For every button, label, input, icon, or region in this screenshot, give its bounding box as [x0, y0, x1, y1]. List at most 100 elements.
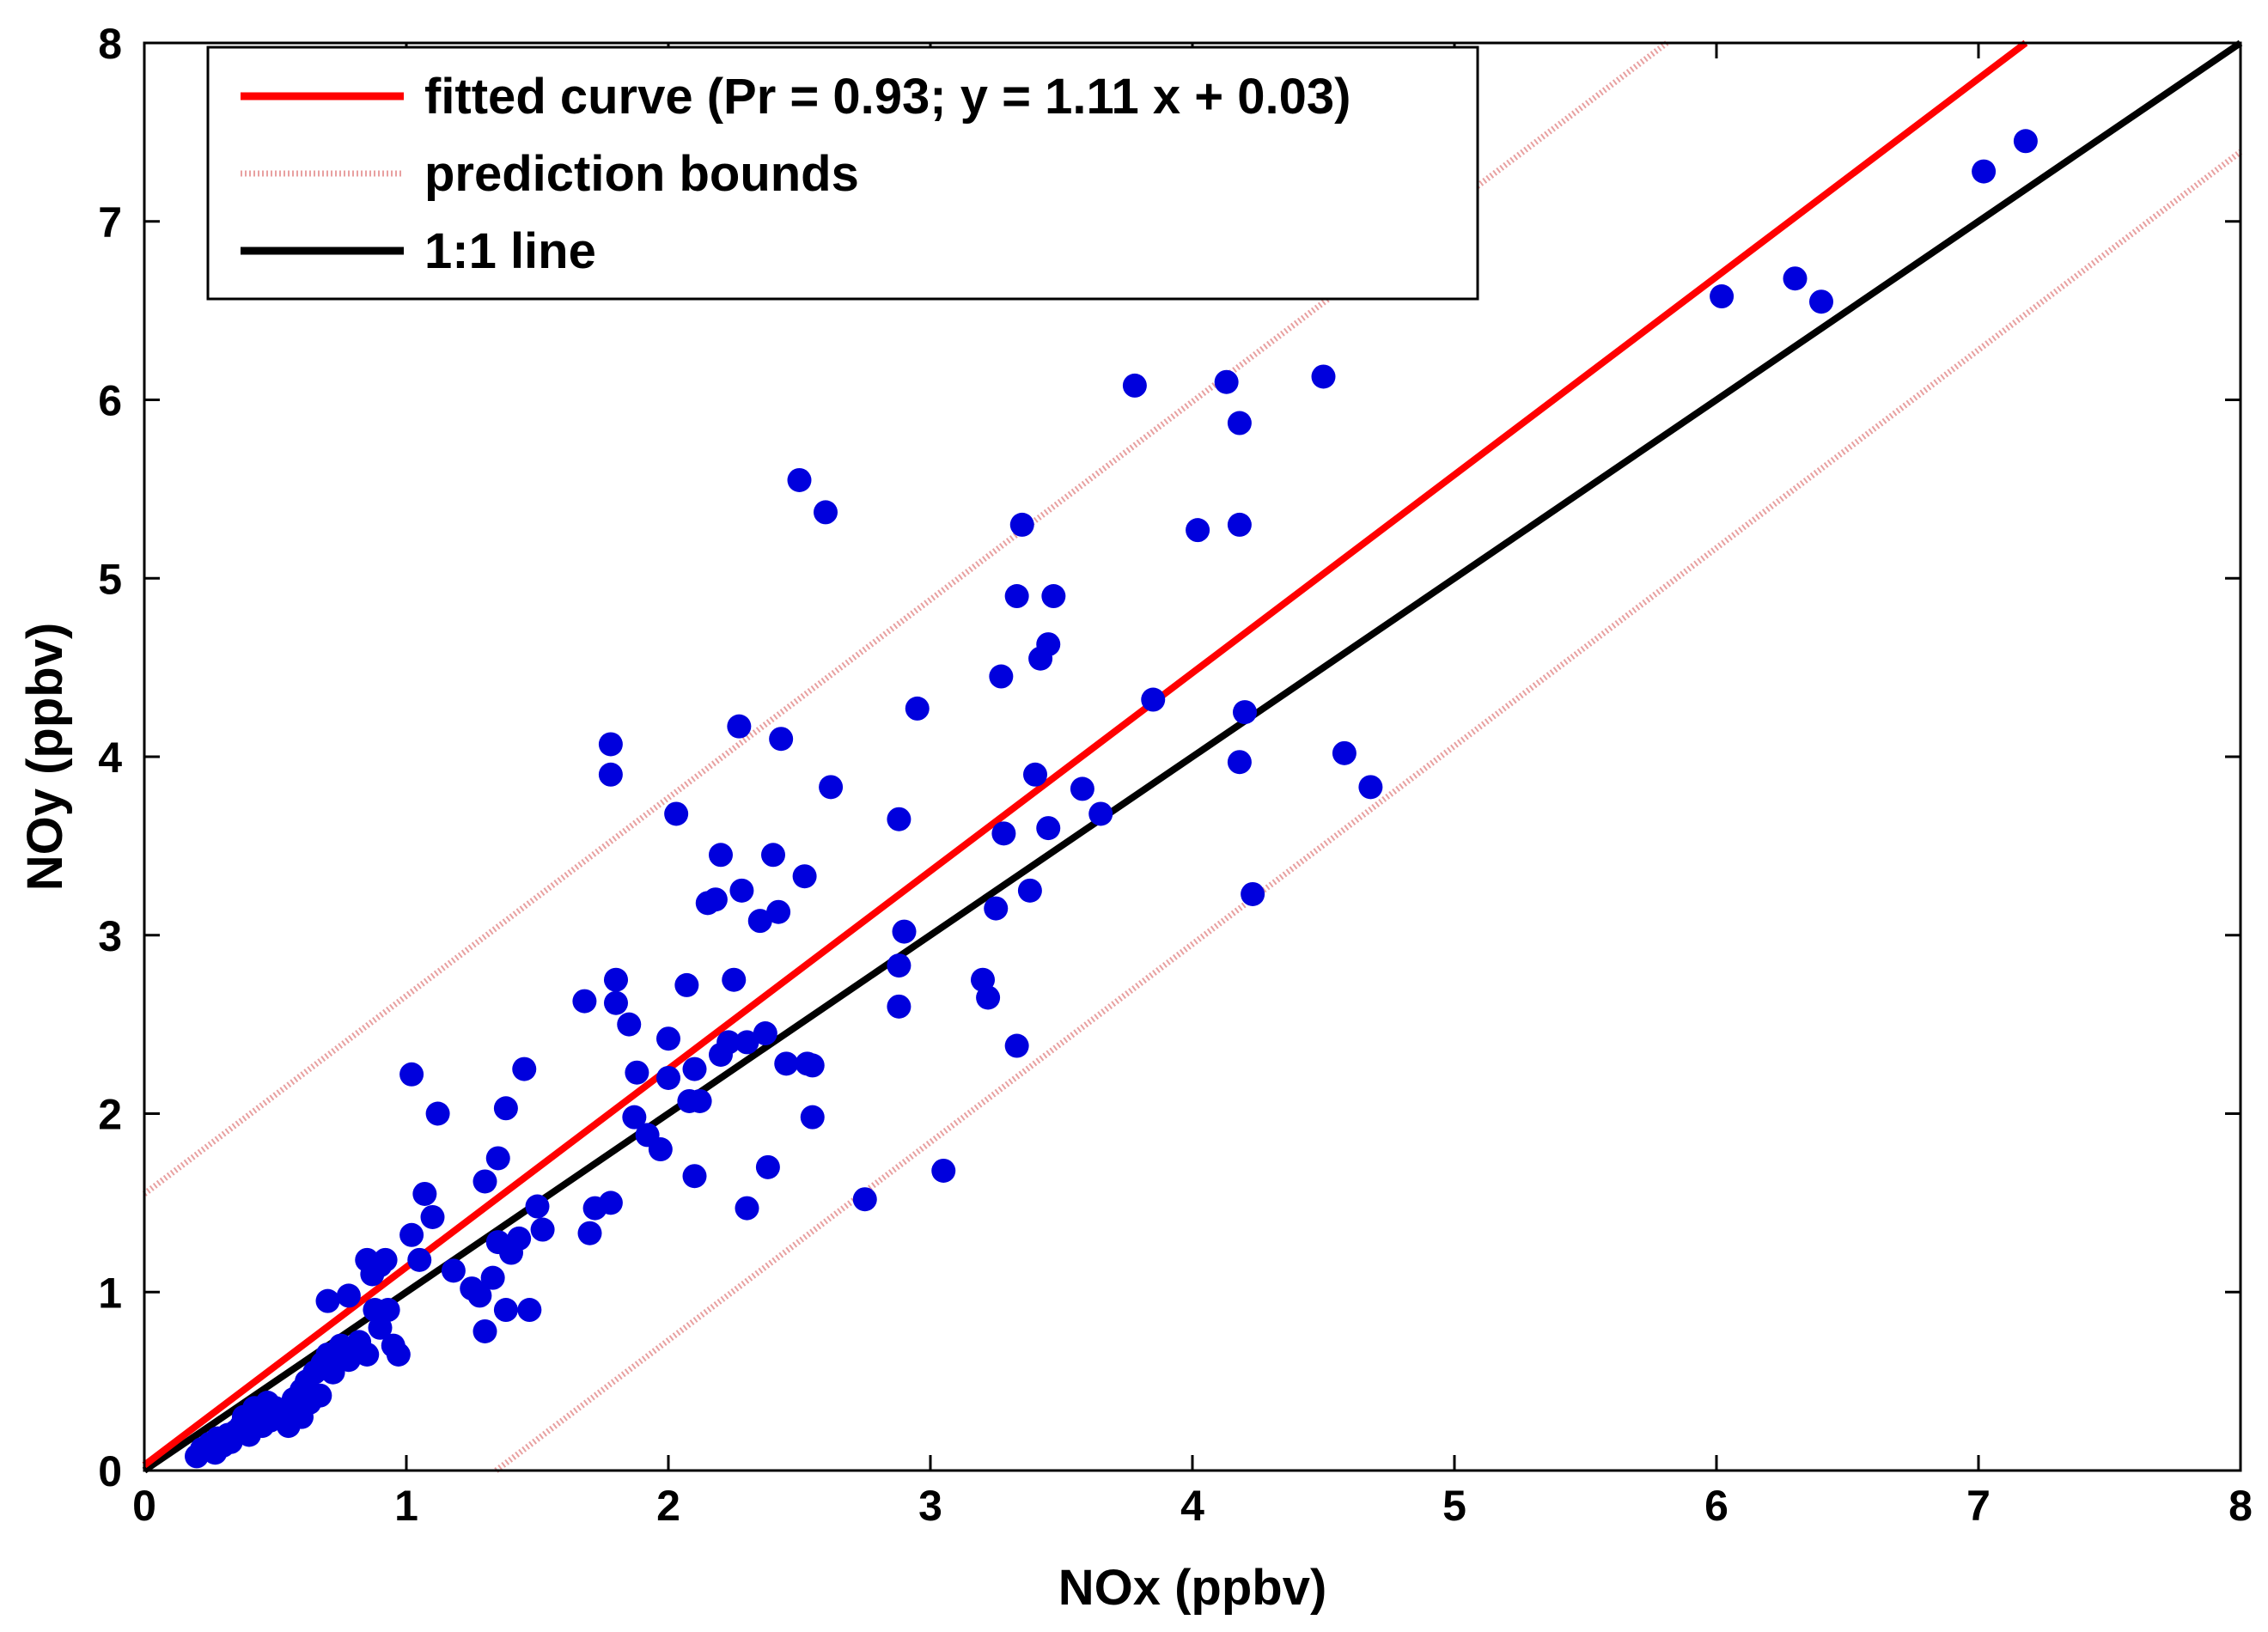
data-points-layer [185, 129, 2038, 1469]
data-point [753, 1021, 777, 1046]
data-point [1214, 369, 1239, 394]
data-point [1004, 584, 1029, 609]
data-point [747, 909, 772, 934]
data-point [472, 1318, 497, 1343]
data-point [625, 1060, 649, 1085]
data-point [656, 1065, 680, 1090]
data-point [819, 775, 844, 800]
data-point [373, 1247, 398, 1272]
data-point [682, 1057, 707, 1081]
data-point [727, 714, 752, 739]
x-axis-title: NOx (ppbv) [1058, 1560, 1327, 1616]
data-point [682, 1164, 707, 1189]
data-point [664, 801, 689, 826]
data-point [1332, 740, 1357, 765]
data-point [598, 762, 623, 787]
data-point [507, 1226, 532, 1251]
data-point [1009, 512, 1034, 537]
data-point [1227, 411, 1252, 435]
data-point [887, 807, 911, 831]
data-point [1141, 687, 1166, 712]
data-point [1004, 1033, 1029, 1058]
data-point [656, 1026, 680, 1051]
data-point [1017, 878, 1042, 903]
data-point [1186, 518, 1210, 543]
data-point [984, 896, 1009, 921]
data-point [755, 1154, 780, 1179]
data-point [887, 953, 911, 978]
data-point [887, 994, 911, 1019]
data-point [572, 989, 597, 1014]
data-point [991, 821, 1016, 846]
data-point [530, 1217, 555, 1242]
data-point [722, 967, 747, 992]
data-point [2013, 129, 2038, 154]
data-point [729, 878, 754, 903]
data-point [989, 664, 1014, 689]
data-point [931, 1158, 956, 1183]
data-point [800, 1105, 825, 1130]
data-point [412, 1181, 437, 1206]
data-point [787, 467, 812, 492]
x-tick-label: 8 [2228, 1482, 2253, 1530]
data-point [1227, 512, 1252, 537]
data-point [800, 1053, 825, 1078]
data-point [336, 1283, 361, 1308]
data-point [472, 1169, 497, 1194]
data-point [648, 1137, 673, 1162]
fitted-curve-line [142, 40, 2028, 1468]
data-point [1241, 881, 1265, 906]
x-tick-label: 7 [1966, 1482, 1991, 1530]
data-point [467, 1283, 492, 1308]
x-tick-label: 5 [1442, 1482, 1466, 1530]
data-point [1710, 284, 1735, 309]
data-point [761, 843, 785, 868]
data-point [1233, 700, 1257, 725]
data-point [1023, 762, 1047, 787]
data-point [1227, 750, 1252, 775]
data-point [525, 1194, 550, 1219]
legend-label-fitted-curve: fitted curve (Pr = 0.93; y = 1.11 x + 0.… [424, 69, 1350, 125]
y-tick-label: 0 [98, 1447, 122, 1495]
x-tick-label: 0 [132, 1482, 156, 1530]
data-point [355, 1342, 380, 1367]
data-point [1070, 776, 1094, 801]
data-point [512, 1057, 537, 1081]
y-tick-label: 8 [98, 20, 122, 68]
x-tick-label: 3 [918, 1482, 942, 1530]
x-tick-label: 2 [656, 1482, 680, 1530]
x-tick-label: 6 [1704, 1482, 1728, 1530]
data-point [735, 1196, 759, 1221]
data-point [485, 1146, 510, 1171]
legend-label-prediction-bounds: prediction bounds [424, 146, 859, 202]
legend: fitted curve (Pr = 0.93; y = 1.11 x + 0.… [206, 46, 1479, 301]
y-tick-label: 7 [98, 198, 122, 247]
data-point [976, 985, 1001, 1010]
data-point [1088, 801, 1113, 826]
data-point [622, 1105, 647, 1130]
data-point [425, 1101, 450, 1126]
data-point [308, 1383, 332, 1408]
data-point [577, 1221, 602, 1245]
data-point [1036, 816, 1061, 841]
data-point [1036, 632, 1061, 657]
data-point [766, 899, 791, 924]
data-point [792, 864, 817, 889]
data-point [703, 887, 728, 912]
data-point [1122, 373, 1147, 398]
data-point [892, 919, 917, 944]
data-point [517, 1298, 542, 1323]
data-point [399, 1062, 424, 1087]
data-point [386, 1342, 411, 1367]
data-point [716, 1030, 741, 1055]
data-point [774, 1051, 799, 1076]
data-point [852, 1187, 877, 1212]
data-point [905, 696, 930, 721]
y-tick-label: 4 [98, 734, 122, 782]
data-point [604, 967, 628, 992]
prediction-bound-lower [494, 149, 2243, 1473]
data-point [735, 1030, 759, 1055]
axis-ticks-layer: 0 1 2 3 4 5 6 7 8 0 1 2 3 4 5 6 7 8 [98, 20, 2253, 1530]
y-tick-label: 6 [98, 377, 122, 425]
data-point [617, 1012, 642, 1037]
